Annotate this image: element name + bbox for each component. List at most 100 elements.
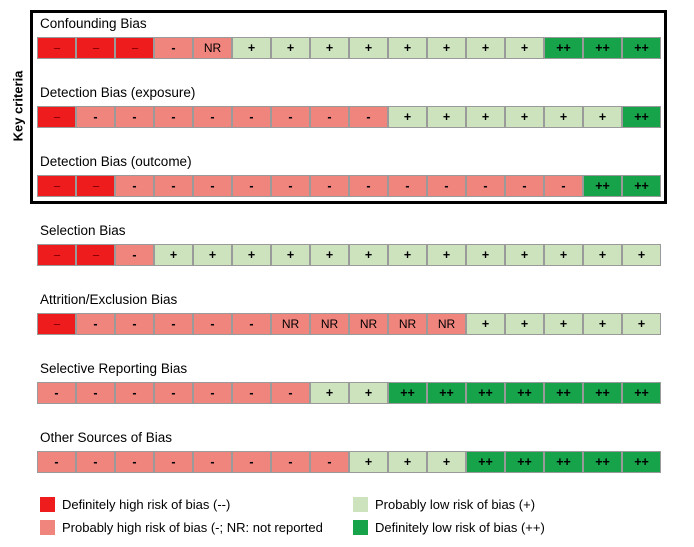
rating-cell: -: [37, 451, 76, 473]
key-criteria-label: Key criteria: [10, 70, 26, 142]
legend-item: Definitely high risk of bias (--): [40, 497, 230, 512]
rating-cell: NR: [310, 313, 349, 335]
rating-cell: +: [349, 244, 388, 266]
rating-cell: ++: [466, 451, 505, 473]
rating-cell: +: [544, 106, 583, 128]
rating-cell: ++: [505, 382, 544, 404]
rating-cell: -: [505, 175, 544, 197]
rating-cell: ++: [622, 175, 661, 197]
rating-cell: -: [193, 175, 232, 197]
rating-cell: ++: [622, 106, 661, 128]
rating-cell: +: [622, 313, 661, 335]
rating-cell: -: [544, 175, 583, 197]
rating-cell: +: [310, 382, 349, 404]
rating-cell: -: [232, 106, 271, 128]
rating-cell: -: [76, 313, 115, 335]
rating-cell: NR: [427, 313, 466, 335]
rating-cell: -: [232, 382, 271, 404]
rating-cell: -: [271, 175, 310, 197]
rating-cell: -: [154, 37, 193, 59]
row-title: Selection Bias: [40, 223, 126, 238]
rating-cell: +: [310, 37, 349, 59]
legend-item: Probably high risk of bias (-; NR: not r…: [40, 520, 323, 535]
rating-cell: --: [37, 244, 76, 266]
rating-cell: NR: [193, 37, 232, 59]
rating-cell: --: [37, 313, 76, 335]
rating-cell: +: [544, 244, 583, 266]
rating-cell: --: [37, 106, 76, 128]
rating-cell: -: [193, 106, 232, 128]
rating-cell: -: [115, 382, 154, 404]
rating-cell: +: [583, 313, 622, 335]
rating-cell: ++: [622, 37, 661, 59]
rating-cell: ++: [583, 175, 622, 197]
rating-cell: --: [37, 175, 76, 197]
legend-label: Definitely high risk of bias (--): [62, 497, 231, 512]
rating-cell: -: [76, 451, 115, 473]
row-title: Selective Reporting Bias: [40, 361, 188, 376]
legend-label: Probably high risk of bias (-; NR: not r…: [62, 520, 323, 535]
rating-cell: -: [115, 175, 154, 197]
rating-cell: +: [388, 37, 427, 59]
rating-cell: +: [427, 106, 466, 128]
legend-item: Definitely low risk of bias (++): [353, 520, 545, 535]
rating-cell: +: [349, 451, 388, 473]
rating-cell: +: [427, 244, 466, 266]
row-title: Detection Bias (outcome): [40, 154, 192, 169]
rating-cell: +: [466, 37, 505, 59]
rating-cell: -: [154, 106, 193, 128]
rating-cell: -: [154, 382, 193, 404]
legend-label: Probably low risk of bias (+): [375, 497, 536, 512]
rating-cell: -: [193, 451, 232, 473]
row-title: Attrition/Exclusion Bias: [40, 292, 178, 307]
rating-cell: -: [271, 451, 310, 473]
legend-label: Definitely low risk of bias (++): [375, 520, 545, 535]
rating-cell: +: [193, 244, 232, 266]
rating-cell: +: [505, 313, 544, 335]
row-title: Detection Bias (exposure): [40, 85, 196, 100]
rating-cell: ++: [388, 382, 427, 404]
rating-cell: +: [505, 106, 544, 128]
rating-cell: +: [232, 244, 271, 266]
rating-cell: +: [583, 106, 622, 128]
rating-cell: -: [37, 382, 76, 404]
legend-item: Probably low risk of bias (+): [353, 497, 535, 512]
rating-cell: +: [349, 382, 388, 404]
rating-row: -- -- -- - NR + + + + + + + + ++ ++ ++: [37, 37, 661, 59]
rating-cell: ++: [583, 382, 622, 404]
rating-cell: -: [115, 313, 154, 335]
rating-cell: ++: [583, 451, 622, 473]
rating-cell: -: [310, 451, 349, 473]
rating-cell: -: [232, 175, 271, 197]
rating-row: - - - - - - - + + ++ ++ ++ ++ ++ ++ ++: [37, 382, 661, 404]
rating-cell: -: [271, 382, 310, 404]
rating-cell: -: [349, 175, 388, 197]
rating-cell: ++: [583, 37, 622, 59]
rating-cell: ++: [544, 382, 583, 404]
rating-cell: --: [115, 37, 154, 59]
rating-cell: -: [310, 175, 349, 197]
rating-cell: -: [193, 382, 232, 404]
rating-row: -- -- - + + + + + + + + + + + + +: [37, 244, 661, 266]
rating-cell: +: [232, 37, 271, 59]
rating-row: -- - - - - - - - - + + + + + + ++: [37, 106, 661, 128]
rating-cell: --: [76, 175, 115, 197]
legend-swatch: [40, 497, 55, 512]
rating-cell: +: [466, 244, 505, 266]
rating-cell: --: [76, 244, 115, 266]
legend-swatch: [353, 520, 368, 535]
rating-row: -- - - - - - NR NR NR NR NR + + + + +: [37, 313, 661, 335]
rating-cell: +: [271, 37, 310, 59]
row-title: Confounding Bias: [40, 16, 147, 31]
rating-cell: -: [115, 451, 154, 473]
rating-cell: +: [466, 106, 505, 128]
rating-cell: +: [505, 37, 544, 59]
rating-cell: -: [232, 313, 271, 335]
rating-cell: +: [388, 106, 427, 128]
legend-swatch: [353, 497, 368, 512]
rating-cell: -: [427, 175, 466, 197]
rating-cell: +: [544, 313, 583, 335]
rating-row: - - - - - - - - + + + ++ ++ ++ ++ ++: [37, 451, 661, 473]
rating-cell: ++: [544, 37, 583, 59]
rating-cell: -: [115, 244, 154, 266]
